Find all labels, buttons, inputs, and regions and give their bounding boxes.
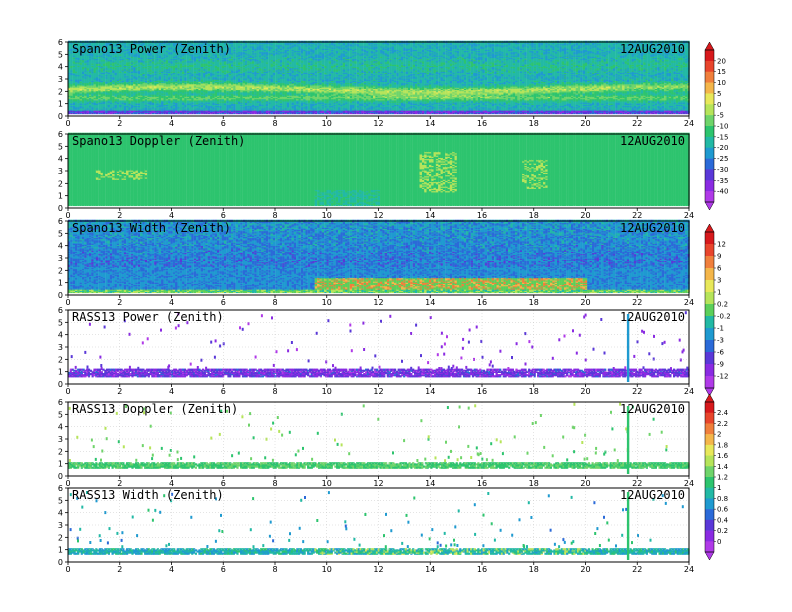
panel-0: 01234560 2 4 6 8 10 12 14 16 18 20 22 24Spano13 Powe…	[58, 38, 694, 128]
